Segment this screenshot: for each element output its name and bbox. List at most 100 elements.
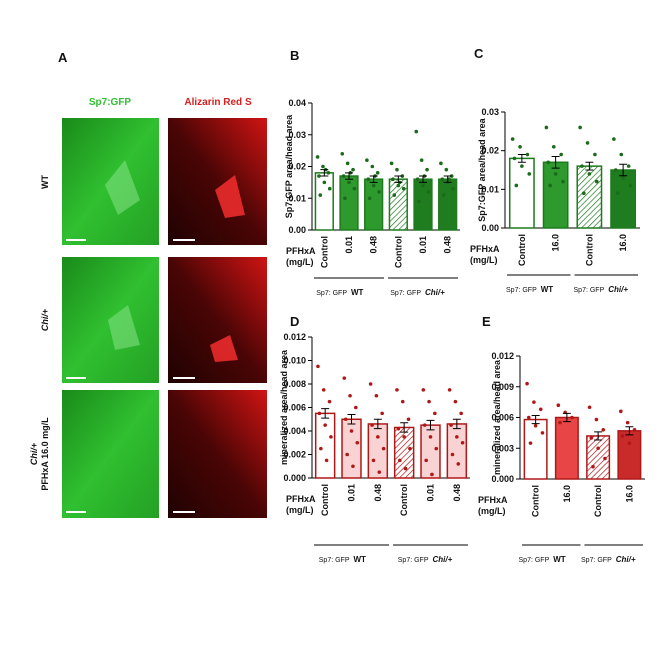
data-point	[381, 446, 386, 451]
data-point	[324, 458, 329, 463]
data-point	[619, 152, 624, 157]
scale-bars	[66, 239, 195, 513]
y-tick-label: 0.012	[283, 332, 306, 342]
bar	[420, 424, 441, 479]
data-point	[317, 174, 321, 178]
data-point	[439, 161, 443, 166]
x-tick-label: 0.01	[418, 236, 428, 254]
image	[168, 390, 267, 518]
x-axis-label: PFHxA	[478, 495, 508, 505]
error-bar	[625, 426, 634, 436]
error-bar	[443, 175, 452, 183]
error-bar	[517, 154, 526, 163]
data-point	[594, 179, 599, 184]
group-prefix: Sp7: GFP	[390, 290, 421, 297]
x-axis-label: (mg/L)	[478, 506, 506, 516]
panel-letter: B	[290, 48, 299, 63]
data-point	[460, 440, 465, 445]
data-point	[377, 190, 381, 194]
data-point	[341, 174, 346, 178]
data-point	[367, 196, 372, 201]
data-point	[441, 193, 446, 197]
data-point	[322, 180, 327, 185]
x-axis-label: (mg/L)	[286, 505, 314, 515]
data-point	[444, 167, 449, 172]
data-point	[447, 388, 452, 392]
data-point	[625, 420, 630, 425]
data-point	[619, 409, 623, 414]
data-point	[343, 417, 348, 422]
image	[168, 257, 267, 383]
data-point	[613, 168, 618, 172]
data-point	[318, 193, 323, 197]
bar	[542, 161, 569, 229]
error-bar	[369, 175, 378, 183]
bar	[508, 157, 535, 229]
group-name: WT	[553, 555, 566, 564]
data-point	[377, 470, 382, 474]
bar	[446, 423, 468, 479]
group-prefix: Sp7: GFP	[506, 287, 537, 294]
data-point	[553, 172, 558, 176]
data-point	[395, 167, 399, 172]
x-tick-label: 16.0	[551, 234, 561, 252]
data-point	[366, 177, 371, 181]
data-point	[340, 152, 345, 156]
x-tick-label: Control	[584, 234, 594, 266]
data-point	[327, 399, 332, 404]
bar	[617, 430, 642, 480]
data-point	[621, 175, 625, 180]
data-point	[603, 456, 607, 461]
data-point	[627, 441, 632, 445]
data-point	[585, 141, 590, 145]
x-tick-label: Control	[320, 484, 330, 516]
data-point	[451, 186, 455, 191]
error-bar	[562, 412, 571, 423]
y-tick-label: 0.006	[283, 403, 306, 413]
image-detail	[210, 335, 238, 362]
panel-letter: A	[58, 50, 68, 65]
x-axis-label: (mg/L)	[286, 257, 314, 267]
x-axis-label: PFHxA	[470, 244, 500, 254]
data-point	[518, 145, 522, 149]
image-detail	[105, 160, 140, 215]
group-prefix: Sp7: GFP	[316, 290, 347, 297]
y-tick-label: 0.02	[288, 162, 306, 172]
data-point	[632, 428, 637, 432]
y-tick-label: 0.03	[288, 130, 306, 140]
data-point	[408, 446, 412, 451]
data-point	[347, 180, 351, 185]
error-bar	[394, 175, 403, 183]
group-prefix: Sp7: GFP	[319, 557, 350, 564]
x-axis-label: PFHxA	[286, 246, 316, 256]
micrographs	[62, 118, 267, 518]
data-point	[593, 152, 597, 157]
data-point	[570, 415, 574, 420]
x-tick-label: Control	[319, 236, 329, 268]
data-point	[528, 441, 533, 445]
y-axis-label: Sp7:GFP area/head area	[284, 114, 294, 218]
data-point	[558, 420, 562, 425]
data-point	[449, 174, 454, 178]
data-point	[559, 152, 563, 157]
data-point	[580, 164, 584, 168]
row-label: Chi/+	[29, 442, 39, 465]
data-point	[317, 411, 322, 416]
y-axis-label: mineralized area/head area	[279, 349, 289, 465]
error-bar	[426, 419, 435, 431]
data-point	[319, 446, 323, 451]
x-axis-label: (mg/L)	[470, 255, 498, 265]
data-point	[321, 164, 325, 169]
image-detail	[215, 175, 245, 218]
error-bar	[373, 418, 382, 430]
data-point	[526, 415, 531, 420]
x-tick-label: 0.01	[347, 484, 357, 502]
error-bar	[345, 172, 353, 180]
bar	[393, 426, 415, 479]
data-point	[612, 137, 616, 141]
data-point	[453, 399, 458, 404]
error-bar	[531, 414, 540, 425]
error-bar	[585, 161, 594, 171]
